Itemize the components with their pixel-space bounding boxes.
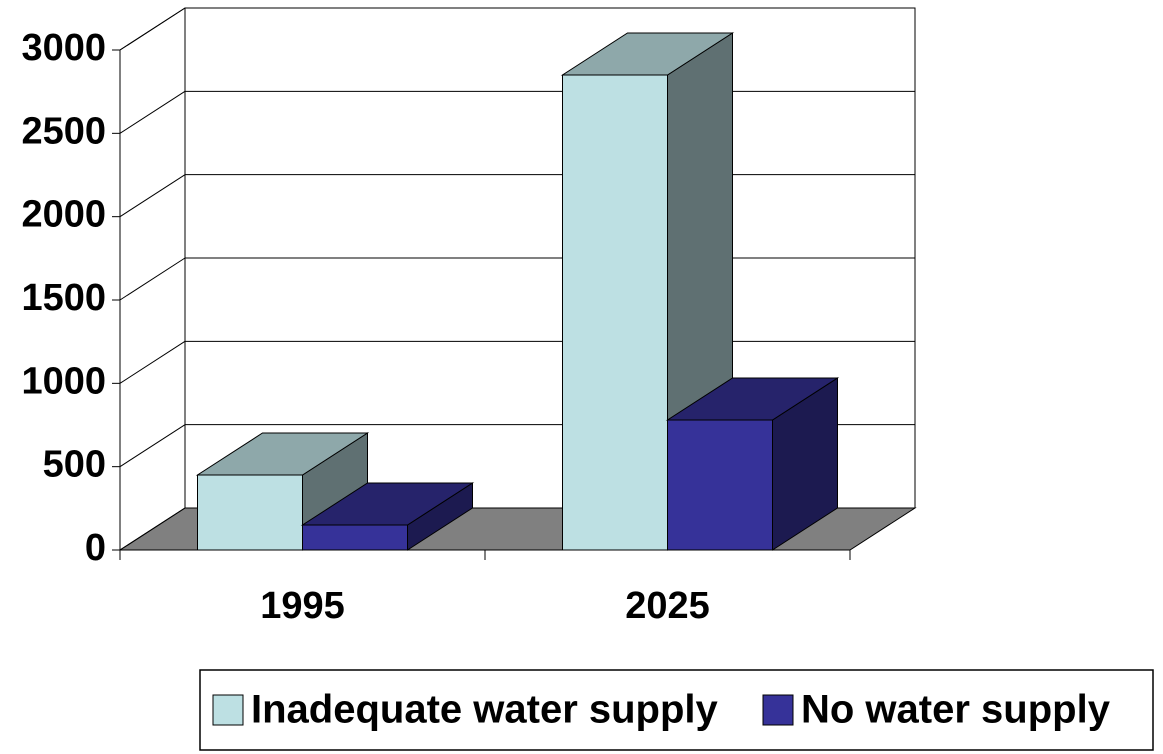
grid-line <box>119 507 186 551</box>
grid-line <box>119 90 186 134</box>
legend-swatch <box>762 694 794 726</box>
legend-swatch <box>212 694 244 726</box>
bar-front <box>667 419 773 551</box>
legend-box <box>199 669 1154 751</box>
bar <box>665 377 840 551</box>
legend-label: No water supply <box>801 688 1111 732</box>
grid-line <box>119 174 186 218</box>
y-tick-label: 1500 <box>21 277 106 319</box>
grid-line <box>119 257 186 301</box>
y-tick-label: 2500 <box>21 110 106 152</box>
y-tick-label: 0 <box>85 527 106 569</box>
grid-line <box>119 7 186 51</box>
bar-front <box>197 474 303 551</box>
y-tick-label: 2000 <box>21 194 106 236</box>
y-tick-label: 1000 <box>21 360 106 402</box>
grid-line <box>119 424 186 468</box>
grid-line <box>119 340 186 384</box>
bar-front <box>302 524 408 551</box>
bar-front <box>562 74 668 551</box>
x-tick-label: 2025 <box>625 585 710 627</box>
x-tick-label: 1995 <box>260 585 345 627</box>
y-tick-label: 500 <box>43 444 106 486</box>
bar <box>300 482 475 551</box>
y-tick-label: 3000 <box>21 27 106 69</box>
legend-label: Inadequate water supply <box>251 688 719 732</box>
